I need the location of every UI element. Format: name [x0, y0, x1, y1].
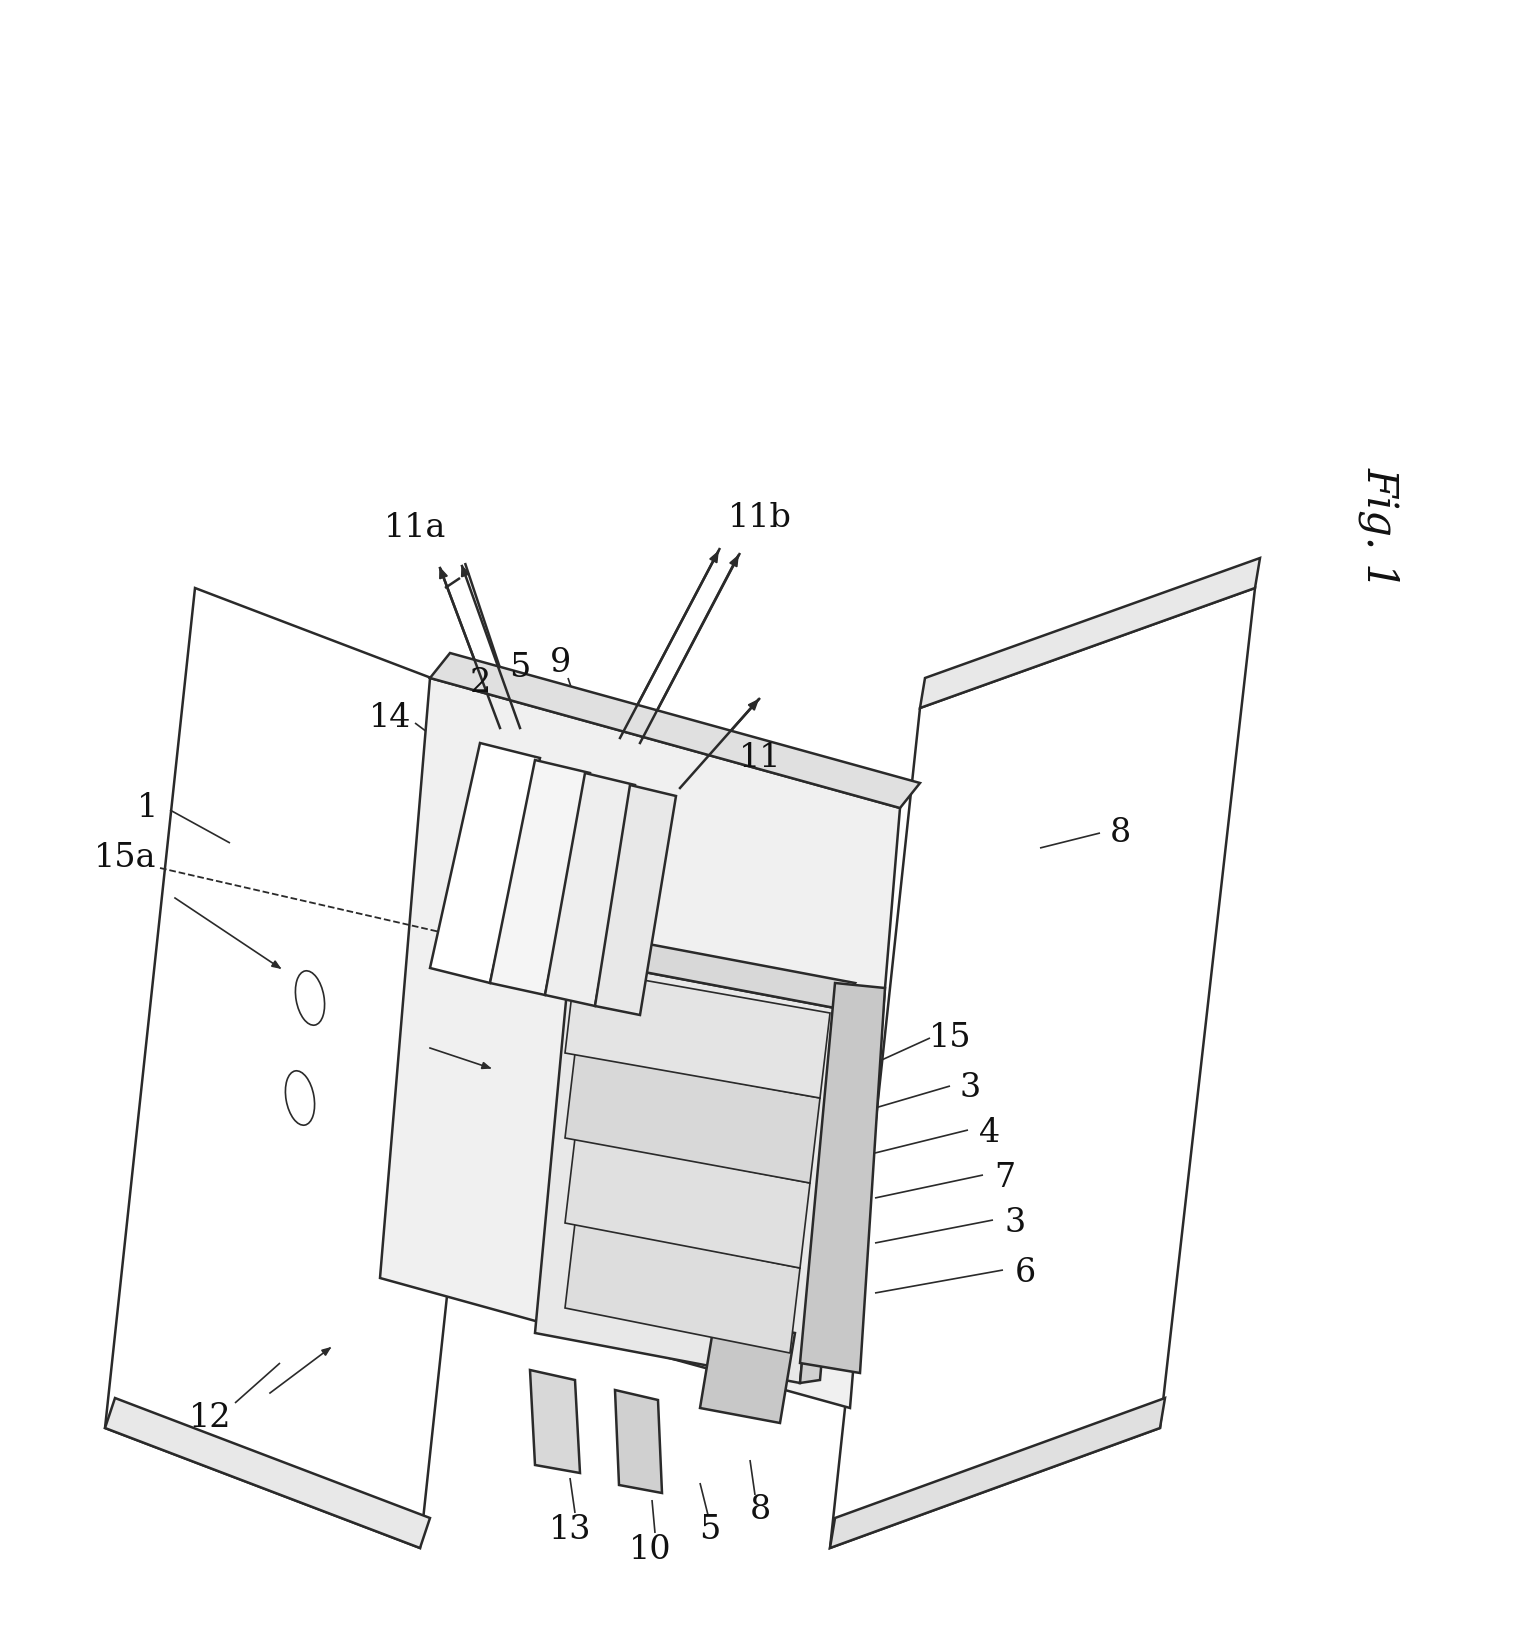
Polygon shape — [530, 1371, 580, 1473]
Text: 8: 8 — [750, 1495, 771, 1525]
Polygon shape — [596, 785, 676, 1014]
Polygon shape — [545, 773, 635, 1006]
Text: 5: 5 — [699, 1514, 721, 1547]
Text: 11: 11 — [739, 742, 782, 773]
Polygon shape — [534, 957, 835, 1384]
Text: 15: 15 — [928, 1022, 971, 1053]
Ellipse shape — [295, 970, 325, 1026]
Polygon shape — [565, 1053, 820, 1184]
Text: 11b: 11b — [728, 501, 793, 534]
Ellipse shape — [286, 1071, 315, 1125]
Text: 15a: 15a — [93, 842, 156, 874]
Polygon shape — [565, 1223, 800, 1353]
Text: 5: 5 — [510, 651, 531, 684]
Polygon shape — [490, 760, 589, 995]
Text: 14: 14 — [370, 702, 411, 734]
Text: 2: 2 — [469, 667, 490, 698]
Polygon shape — [710, 552, 718, 563]
Polygon shape — [481, 1063, 490, 1068]
Polygon shape — [105, 588, 510, 1548]
Text: 7: 7 — [994, 1162, 1015, 1193]
Polygon shape — [919, 558, 1260, 708]
Polygon shape — [699, 1319, 796, 1423]
Polygon shape — [800, 983, 855, 1384]
Polygon shape — [615, 1390, 663, 1493]
Text: 13: 13 — [548, 1514, 591, 1547]
Polygon shape — [380, 677, 899, 1408]
Polygon shape — [800, 983, 886, 1372]
Polygon shape — [565, 969, 831, 1097]
Polygon shape — [748, 700, 757, 710]
Polygon shape — [565, 1138, 809, 1268]
Polygon shape — [570, 933, 855, 1008]
Polygon shape — [431, 653, 919, 807]
Text: 12: 12 — [189, 1402, 231, 1434]
Polygon shape — [322, 1348, 330, 1356]
Polygon shape — [831, 588, 1255, 1548]
Polygon shape — [440, 568, 447, 580]
Text: Fig. 1: Fig. 1 — [1359, 467, 1400, 589]
Text: 8: 8 — [1110, 817, 1130, 848]
Text: 11a: 11a — [383, 511, 446, 544]
Polygon shape — [431, 742, 541, 983]
Polygon shape — [831, 1398, 1165, 1548]
Polygon shape — [105, 1398, 431, 1548]
Text: 9: 9 — [550, 646, 571, 679]
Text: 4: 4 — [979, 1117, 1000, 1149]
Polygon shape — [272, 961, 279, 969]
Text: 3: 3 — [959, 1071, 980, 1104]
Text: 10: 10 — [629, 1534, 672, 1566]
Polygon shape — [730, 557, 738, 567]
Text: 3: 3 — [1005, 1206, 1026, 1239]
Text: 6: 6 — [1014, 1257, 1035, 1289]
Polygon shape — [461, 567, 469, 576]
Text: 1: 1 — [137, 791, 159, 824]
